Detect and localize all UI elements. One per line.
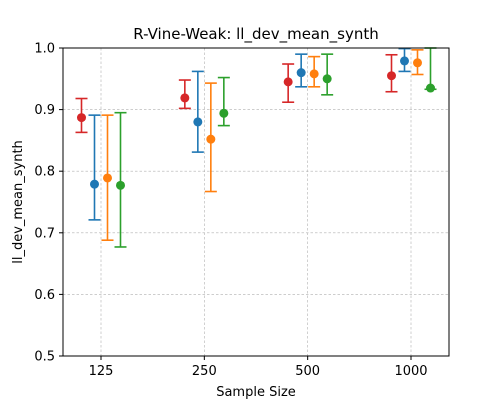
mean-point	[309, 69, 319, 79]
axes: 0.5 0.6 0.7 0.8 0.9 1.0 125 250 500 1000	[34, 42, 450, 379]
mean-point	[387, 71, 396, 81]
mean-point	[193, 117, 203, 127]
mean-point	[180, 93, 190, 103]
mean-point	[426, 83, 435, 93]
series-layer	[75, 47, 437, 248]
y-tick-label: 1.0	[34, 42, 55, 57]
y-tick-label: 0.5	[34, 350, 55, 365]
mean-point	[116, 180, 125, 190]
mean-point	[219, 108, 229, 118]
mean-point	[103, 173, 112, 183]
y-tick-label: 0.9	[34, 103, 55, 118]
grid	[63, 47, 449, 357]
y-axis-title: ll_dev_mean_synth	[11, 140, 26, 264]
mean-point	[283, 77, 293, 87]
x-axis-title: Sample Size	[216, 385, 296, 400]
mean-point	[206, 134, 216, 144]
series-2	[101, 49, 424, 241]
mean-point	[322, 74, 332, 84]
chart-title: R-Vine-Weak: ll_dev_mean_synth	[133, 25, 378, 44]
mean-point	[90, 179, 99, 189]
x-tick-label: 125	[89, 364, 114, 379]
mean-point	[413, 58, 422, 68]
x-tick-label: 1000	[394, 364, 427, 379]
x-tick-label: 250	[192, 364, 217, 379]
mean-point	[77, 113, 86, 123]
plot-frame	[62, 47, 450, 357]
x-tick-label: 500	[295, 364, 320, 379]
series-1	[88, 47, 411, 221]
y-tick-label: 0.7	[34, 226, 55, 241]
mean-point	[296, 68, 306, 78]
y-tick-label: 0.6	[34, 288, 55, 303]
series-0	[75, 53, 398, 134]
y-tick-label: 0.8	[34, 165, 55, 180]
mean-point	[400, 56, 409, 66]
series-3	[114, 47, 437, 248]
